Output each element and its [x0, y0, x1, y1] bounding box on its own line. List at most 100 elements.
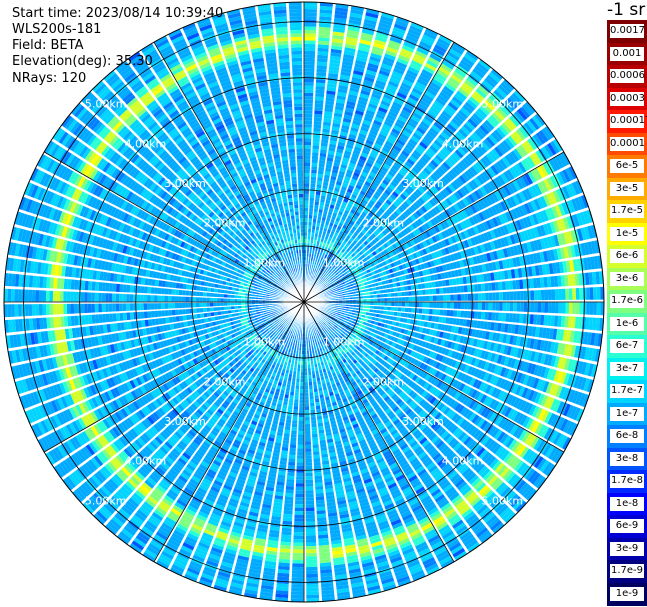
data-cell: [320, 138, 329, 144]
data-cell: [318, 163, 325, 168]
data-cell: [336, 177, 343, 183]
data-cell: [326, 86, 337, 92]
data-cell: [481, 311, 486, 320]
data-cell: [339, 74, 351, 80]
data-cell: [330, 175, 337, 181]
data-cell: [387, 306, 392, 311]
data-cell: [386, 137, 396, 145]
data-cell: [418, 308, 423, 314]
data-cell: [342, 197, 349, 203]
data-cell: [413, 108, 425, 117]
data-cell: [380, 149, 389, 157]
data-cell: [350, 193, 357, 199]
data-cell: [326, 259, 331, 264]
data-cell: [452, 42, 466, 52]
data-cell: [304, 193, 309, 198]
data-cell: [360, 152, 369, 159]
data-cell: [329, 219, 335, 224]
data-cell: [398, 296, 402, 302]
data-cell: [313, 461, 322, 466]
data-cell: [310, 176, 317, 181]
data-cell: [313, 204, 319, 209]
data-cell: [312, 437, 319, 442]
data-cell: [505, 312, 510, 322]
data-cell: [342, 117, 352, 123]
data-cell: [412, 111, 423, 120]
data-cell: [327, 186, 334, 191]
data-cell: [365, 139, 374, 146]
data-cell: [330, 200, 336, 206]
data-cell: [319, 156, 326, 161]
data-cell: [377, 106, 388, 114]
data-cell: [340, 128, 349, 134]
data-cell: [311, 426, 318, 431]
data-cell: [330, 48, 342, 54]
data-cell: [356, 52, 368, 59]
data-cell: [411, 307, 416, 313]
data-cell: [304, 117, 313, 121]
data-cell: [377, 302, 381, 306]
data-cell: [304, 169, 310, 174]
data-cell: [349, 181, 356, 187]
data-cell: [425, 59, 439, 69]
data-cell: [367, 102, 378, 110]
data-cell: [313, 465, 322, 470]
data-cell: [349, 83, 361, 90]
data-cell: [353, 113, 363, 120]
data-cell: [316, 65, 327, 70]
data-cell: [346, 97, 357, 103]
data-cell: [329, 52, 342, 58]
data-cell: [432, 308, 437, 315]
data-cell: [362, 79, 374, 86]
data-cell: [376, 136, 386, 143]
data-cell: [380, 100, 391, 107]
data-cell: [315, 262, 319, 267]
data-cell: [396, 91, 407, 100]
data-cell: [372, 165, 380, 172]
data-cell: [326, 255, 330, 260]
data-cell: [449, 309, 454, 317]
data-cell: [589, 302, 594, 315]
data-cell: [509, 302, 514, 312]
data-cell: [450, 294, 454, 301]
data-cell: [304, 92, 314, 97]
data-cell: [312, 440, 319, 445]
data-cell: [345, 36, 358, 43]
data-cell: [333, 158, 341, 164]
data-cell: [414, 81, 427, 90]
data-cell: [343, 114, 353, 120]
data-cell: [304, 197, 309, 201]
data-cell: [541, 302, 545, 313]
data-cell: [312, 444, 320, 449]
data-cell: [453, 309, 458, 317]
data-cell: [317, 166, 325, 171]
data-cell: [424, 27, 439, 37]
data-cell: [340, 185, 347, 191]
data-cell: [317, 215, 322, 220]
data-cell: [313, 240, 317, 244]
data-cell: [474, 292, 479, 301]
data-cell: [313, 117, 322, 122]
data-cell: [389, 150, 398, 158]
data-cell: [596, 302, 601, 316]
data-cell: [323, 224, 329, 229]
data-cell: [306, 253, 309, 257]
data-cell: [506, 291, 510, 301]
data-cell: [304, 183, 310, 187]
data-cell: [488, 302, 493, 311]
data-cell: [488, 292, 493, 301]
data-cell: [395, 118, 406, 126]
data-cell: [406, 120, 417, 129]
data-cell: [554, 302, 559, 314]
data-cell: [375, 79, 386, 87]
data-cell: [315, 273, 318, 277]
data-cell: [481, 302, 486, 310]
data-cell: [373, 142, 382, 150]
data-cell: [407, 28, 421, 37]
data-cell: [317, 37, 330, 42]
data-cell: [328, 69, 339, 75]
data-cell: [304, 218, 308, 222]
ray-separator: [303, 34, 441, 303]
data-cell: [323, 261, 327, 266]
data-cell: [369, 129, 378, 136]
